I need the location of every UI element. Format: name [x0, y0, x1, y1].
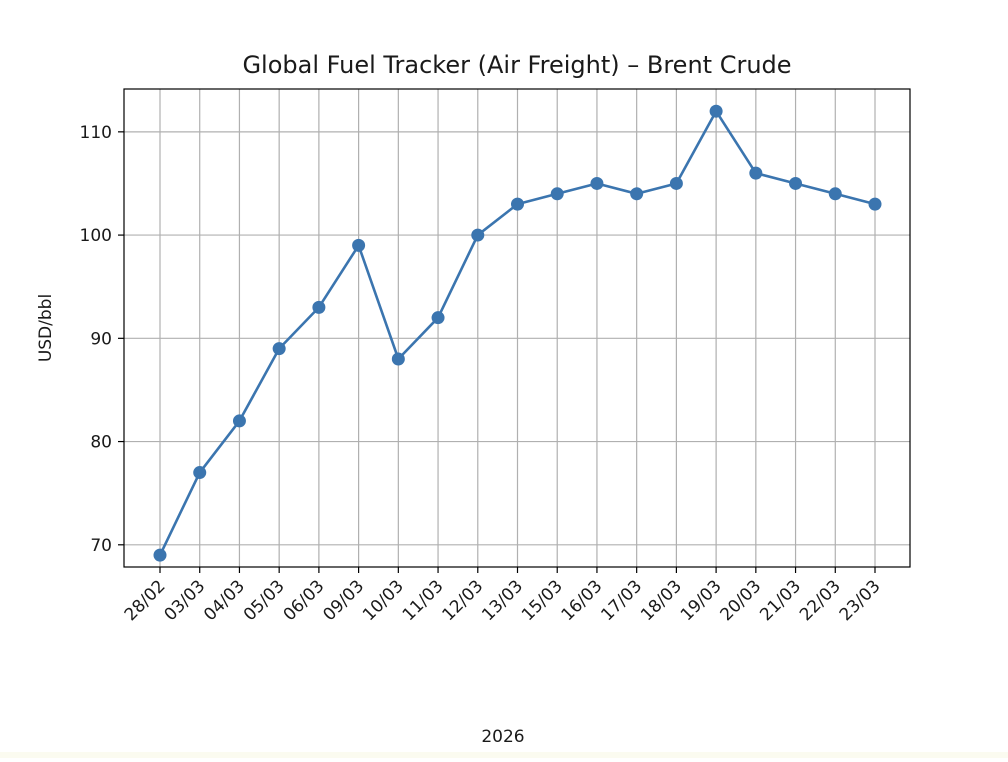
x-tick-label: 11/03	[399, 576, 448, 625]
data-point	[749, 166, 763, 180]
x-tick-label: 17/03	[597, 576, 646, 625]
x-tick-label: 23/03	[836, 576, 885, 625]
x-tick-label: 04/03	[200, 576, 249, 625]
data-point	[232, 414, 246, 428]
data-point	[471, 228, 485, 242]
grid	[124, 89, 910, 567]
y-tick-label: 100	[80, 226, 112, 246]
data-point	[312, 300, 326, 314]
series	[153, 104, 882, 562]
x-tick-label: 18/03	[637, 576, 686, 625]
x-tick-label: 15/03	[518, 576, 567, 625]
x-tick-label: 06/03	[280, 576, 329, 625]
data-point	[669, 176, 683, 190]
x-tick-label: 03/03	[160, 576, 209, 625]
data-point	[590, 176, 604, 190]
x-tick-label: 16/03	[558, 576, 607, 625]
data-point	[709, 104, 723, 118]
data-point	[630, 187, 644, 201]
x-tick-label: 28/02	[121, 576, 170, 625]
bottom-strip	[0, 752, 1008, 758]
x-tick-label: 09/03	[319, 576, 368, 625]
y-tick-label: 80	[90, 433, 112, 453]
x-tick-label: 19/03	[677, 576, 726, 625]
data-point	[550, 187, 564, 201]
y-tick-label: 70	[90, 536, 112, 556]
data-point	[193, 466, 207, 480]
y-tick-label: 90	[90, 329, 112, 349]
chart-title: Global Fuel Tracker (Air Freight) – Bren…	[242, 51, 791, 79]
x-tick-label: 10/03	[359, 576, 408, 625]
y-axis-label: USD/bbl	[36, 294, 56, 362]
data-point	[868, 197, 882, 211]
data-point	[153, 548, 167, 562]
x-tick-label: 05/03	[240, 576, 289, 625]
data-point	[789, 176, 803, 190]
data-point	[391, 352, 405, 366]
x-tick-label: 13/03	[478, 576, 527, 625]
x-tick-label: 22/03	[796, 576, 845, 625]
data-point	[828, 187, 842, 201]
x-tick-label: 21/03	[756, 576, 805, 625]
y-tick-label: 110	[80, 123, 112, 143]
data-point	[272, 342, 286, 356]
data-point	[431, 311, 445, 325]
data-point	[352, 238, 366, 252]
x-axis-label: 2026	[481, 727, 524, 747]
x-tick-label: 20/03	[717, 576, 766, 625]
x-tick-label: 12/03	[439, 576, 488, 625]
data-point	[511, 197, 524, 211]
